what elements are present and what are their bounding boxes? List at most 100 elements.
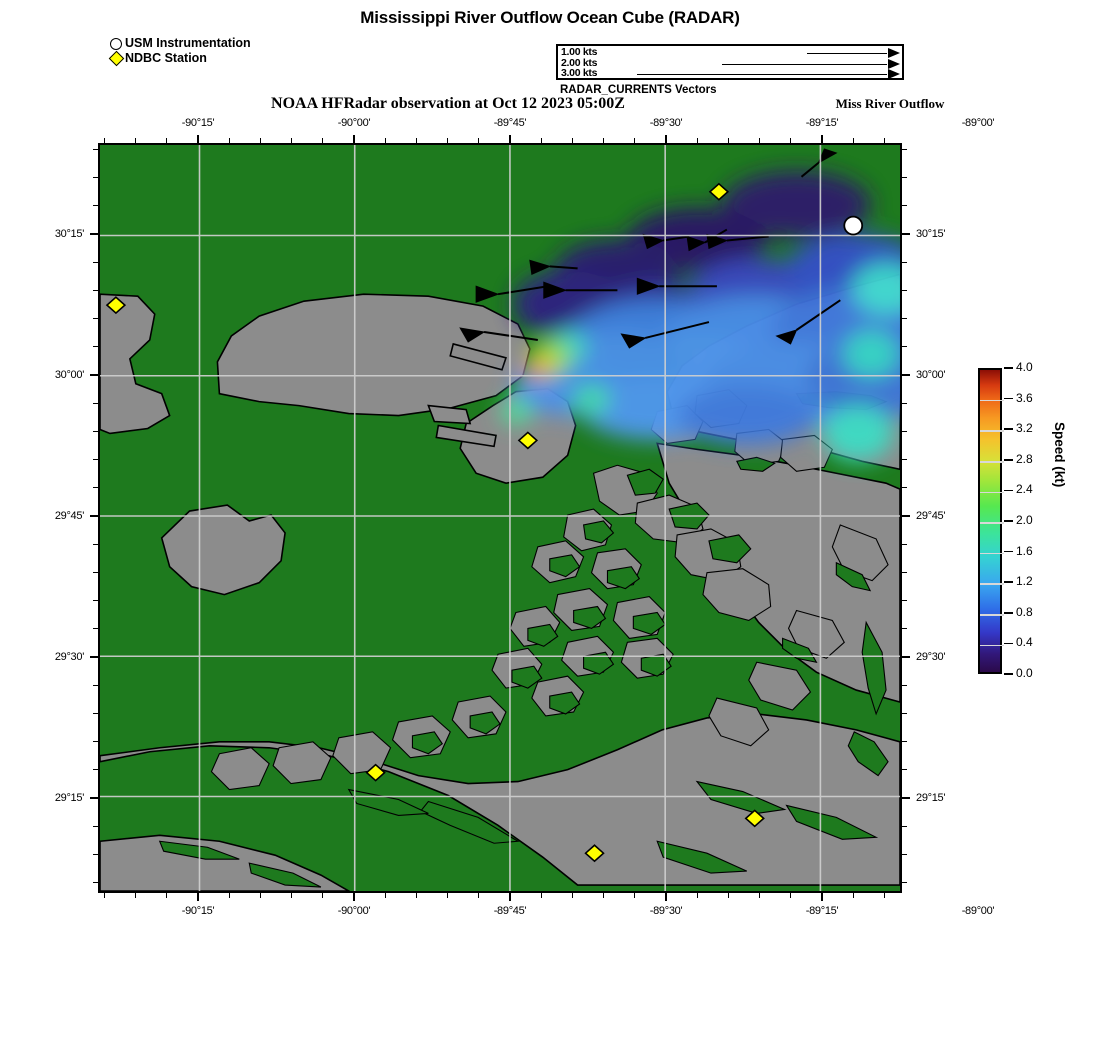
vector-scale-row: 3.00 kts <box>558 67 902 80</box>
dataset-label: Miss River Outflow <box>835 96 945 111</box>
x-tick-minor <box>727 893 729 898</box>
y-tick-minor <box>902 374 907 376</box>
y-axis-label: 30°00' <box>54 368 84 381</box>
x-tick-minor <box>384 893 386 898</box>
y-tick-major <box>902 797 910 799</box>
colorbar-title: Speed (kt) <box>1052 422 1067 488</box>
x-tick-minor <box>790 893 792 898</box>
colorbar-tick-label: 2.8 <box>1016 451 1033 466</box>
y-tick-minor <box>902 458 907 461</box>
colorbar-separator <box>980 583 1004 585</box>
vector-legend-caption: RADAR_CURRENTS Vectors <box>560 84 717 96</box>
x-tick-major <box>509 893 511 901</box>
y-tick-major <box>902 656 910 658</box>
vector-shaft <box>722 63 887 65</box>
vector-scale-label: 3.00 kts <box>561 67 598 80</box>
x-axis-label: -89°45' <box>493 117 527 129</box>
x-axis-label: -89°15' <box>805 117 839 129</box>
x-axis-label: -89°30' <box>649 117 683 129</box>
map-plot-area[interactable] <box>98 143 902 893</box>
colorbar-tick-label: 3.6 <box>1016 390 1033 405</box>
vector-shaft <box>807 53 887 54</box>
vector-arrowhead <box>888 58 900 69</box>
x-tick-minor <box>758 893 761 898</box>
y-tick-minor <box>902 205 907 207</box>
diamond-marker-icon <box>108 50 124 67</box>
colorbar-tick <box>1004 612 1013 614</box>
x-tick-minor <box>291 893 293 898</box>
x-axis-label: -89°00' <box>961 905 995 917</box>
x-tick-minor <box>197 893 199 898</box>
colorbar-separator <box>980 644 1004 647</box>
colorbar-tick-label: 0.4 <box>1016 635 1033 650</box>
y-tick-minor <box>902 684 907 686</box>
y-tick-major <box>902 233 910 235</box>
colorbar-tick-label: 4.0 <box>1016 360 1033 374</box>
colorbar-tick <box>1004 642 1013 645</box>
colorbar-separator <box>980 399 1004 402</box>
current-vector-arrows <box>459 148 841 349</box>
colorbar-separator <box>980 552 1004 555</box>
graticule-grid <box>100 145 900 891</box>
x-tick-minor <box>883 893 885 898</box>
x-tick-major <box>821 135 823 143</box>
x-tick-major <box>509 135 511 143</box>
x-tick-major <box>665 135 667 143</box>
y-axis-label: 30°00' <box>916 368 946 381</box>
colorbar-separator <box>980 461 1004 463</box>
vector-scale-row: 2.00 kts <box>558 57 902 70</box>
y-tick-minor <box>902 430 907 432</box>
y-tick-minor <box>902 656 907 658</box>
colorbar-tick-label: 0.8 <box>1016 604 1033 619</box>
colorbar-tick-label: 3.2 <box>1016 421 1033 436</box>
x-tick-minor <box>415 893 417 898</box>
x-tick-minor <box>135 893 137 898</box>
x-tick-major <box>197 893 199 901</box>
vector-scale-legend: 1.00 kts 2.00 kts 3.00 kts <box>556 44 904 80</box>
x-tick-major <box>197 135 199 143</box>
ndbc-station-marker[interactable] <box>105 182 765 863</box>
colorbar-tick-label: 2.4 <box>1016 482 1033 497</box>
y-tick-minor <box>902 571 907 573</box>
current-speed-field <box>500 170 900 462</box>
y-tick-minor <box>902 769 907 771</box>
y-tick-minor <box>902 797 907 799</box>
colorbar-tick <box>1004 367 1013 369</box>
y-tick-minor <box>902 881 907 884</box>
x-tick-minor <box>852 893 854 898</box>
x-tick-minor <box>821 893 823 898</box>
y-tick-minor <box>902 599 907 602</box>
y-tick-minor <box>902 487 907 489</box>
x-tick-minor <box>571 893 573 898</box>
y-tick-minor <box>902 515 907 517</box>
y-axis-label: 29°15' <box>916 791 946 804</box>
observation-subtitle: NOAA HFRadar observation at Oct 12 2023 … <box>271 95 625 112</box>
y-tick-minor <box>902 543 907 545</box>
station-markers[interactable] <box>105 182 864 863</box>
y-axis-label: 29°45' <box>916 509 946 522</box>
colorbar-tick-label: 0.0 <box>1016 666 1033 680</box>
colorbar-tick <box>1004 581 1013 583</box>
x-tick-minor <box>353 893 355 898</box>
x-tick-minor <box>478 893 480 898</box>
y-axis-label: 30°15' <box>916 227 946 240</box>
x-tick-minor <box>103 893 106 898</box>
y-tick-major <box>90 374 98 376</box>
y-tick-minor <box>902 176 907 179</box>
colorbar-tick <box>1004 520 1013 522</box>
colorbar-tick-label: 2.0 <box>1016 513 1033 527</box>
y-tick-major <box>90 233 98 235</box>
x-tick-minor <box>228 893 230 898</box>
y-axis-label: 29°30' <box>54 650 84 663</box>
x-tick-minor <box>322 893 324 898</box>
y-tick-minor <box>902 712 907 714</box>
vector-scale-row: 1.00 kts <box>558 47 902 59</box>
usm-instrumentation-marker[interactable] <box>843 215 864 236</box>
colorbar-tick <box>1004 397 1013 400</box>
x-tick-major <box>665 893 667 901</box>
y-tick-minor <box>902 317 907 320</box>
x-axis-label: -90°00' <box>337 905 371 917</box>
circle-marker-icon <box>110 37 122 50</box>
y-tick-minor <box>902 740 907 743</box>
y-tick-minor <box>902 402 907 404</box>
